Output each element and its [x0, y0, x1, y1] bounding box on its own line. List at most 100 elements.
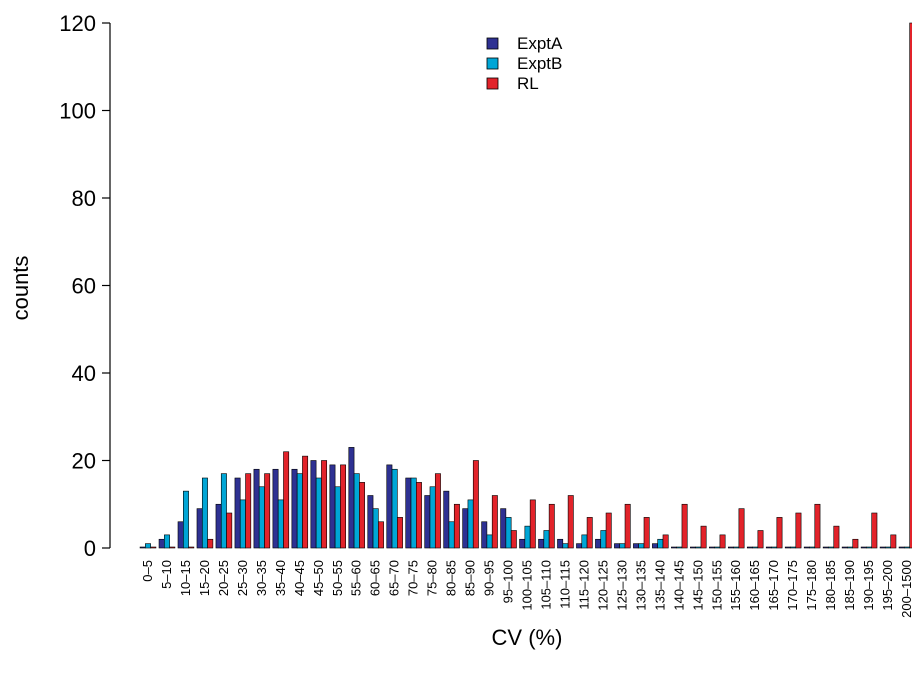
x-axis-title: CV (%)	[492, 625, 563, 650]
x-tick-label: 165–170	[766, 560, 781, 611]
x-tick-label: 80–85	[444, 560, 459, 596]
bar-expta	[215, 503, 222, 549]
x-tick-label: 90–95	[482, 560, 497, 596]
x-tick-labels: 0–5 5–10 10–15 15–20 20–25 25–30 30–35 35–40 40–…	[140, 560, 912, 618]
bar-expta	[708, 546, 715, 549]
y-tick-label: 20	[72, 449, 96, 474]
x-tick-label: 185–190	[842, 560, 857, 611]
bar-exptb	[714, 546, 721, 549]
bar-exptb	[239, 499, 246, 549]
bar-expta	[386, 464, 393, 549]
bar-expta	[671, 546, 677, 549]
y-tick-label: 0	[84, 536, 96, 561]
x-tick-label: 65–70	[387, 560, 402, 596]
bar-expta	[576, 543, 583, 549]
x-tick-label: 140–145	[671, 560, 686, 611]
bar-expta	[595, 538, 602, 549]
bar-rl	[681, 503, 688, 549]
bar-exptb	[391, 468, 398, 549]
legend-label: ExptB	[517, 54, 562, 73]
bar-rl	[871, 512, 878, 549]
x-tick-label: 155–160	[728, 560, 743, 611]
x-tick-label: 15–20	[197, 560, 212, 596]
bar-exptb	[448, 521, 455, 549]
bar-expta	[481, 521, 488, 549]
bar-exptb	[695, 546, 702, 549]
bar-expta	[614, 543, 621, 549]
bar-expta	[746, 546, 753, 549]
bar-exptb	[505, 517, 512, 549]
bar-rl	[188, 546, 195, 549]
bar-exptb	[676, 546, 683, 549]
y-tick-label: 40	[72, 361, 96, 386]
bar-rl	[434, 473, 441, 549]
bar-rl	[283, 451, 290, 549]
x-tick-label: 10–15	[178, 560, 193, 596]
bar-exptb	[657, 538, 664, 549]
bar-exptb	[885, 546, 891, 549]
bar-exptb	[315, 477, 322, 549]
bar-rl	[624, 503, 631, 549]
bar-rl	[605, 512, 612, 549]
bar-exptb	[562, 543, 569, 549]
bar-expta	[424, 495, 431, 549]
bar-expta	[803, 546, 810, 549]
x-tick-label: 175–180	[804, 560, 819, 611]
bar-rl	[321, 460, 328, 549]
bar-exptb	[372, 508, 379, 549]
bars	[139, 22, 912, 549]
bar-exptb	[619, 543, 626, 549]
bar-rl	[169, 546, 176, 549]
bar-expta	[196, 508, 203, 549]
bar-rl	[491, 495, 498, 549]
bar-rl	[548, 503, 555, 549]
x-tick-label: 160–165	[747, 560, 762, 611]
bar-expta	[291, 468, 298, 549]
bar-exptb	[600, 530, 607, 549]
y-tick-label: 60	[72, 274, 96, 299]
x-tick-label: 100–105	[520, 560, 535, 611]
bar-expta	[348, 447, 355, 549]
x-tick-label: 0–5	[140, 560, 155, 582]
bar-expta	[177, 521, 184, 549]
bar-rl	[890, 534, 897, 549]
bar-rl	[833, 525, 840, 549]
bar-exptb	[543, 530, 550, 549]
bar-expta	[860, 546, 867, 549]
bar-expta	[272, 468, 279, 549]
bar-exptb	[809, 546, 816, 549]
x-tick-label: 55–60	[349, 560, 364, 596]
legend-label: ExptA	[517, 34, 563, 53]
bar-expta	[367, 495, 374, 549]
bar-rl	[264, 473, 271, 549]
bar-expta	[557, 538, 564, 549]
bar-rl	[207, 538, 214, 549]
bar-rl	[795, 512, 802, 549]
bar-exptb	[733, 546, 740, 549]
x-tick-label: 180–185	[823, 560, 838, 611]
bar-exptb	[904, 546, 910, 549]
bar-exptb	[201, 477, 208, 549]
x-tick-label: 25–30	[235, 560, 250, 596]
x-tick-label: 170–175	[785, 560, 800, 611]
bar-expta	[538, 538, 545, 549]
bar-expta	[443, 490, 450, 549]
bar-expta	[234, 477, 241, 549]
bar-rl	[586, 517, 593, 549]
bar-expta	[158, 538, 165, 549]
bar-exptb	[258, 486, 265, 549]
bar-exptb	[771, 546, 778, 549]
x-tick-label: 70–75	[406, 560, 421, 596]
x-tick-label: 40–45	[292, 560, 307, 596]
bar-rl	[150, 546, 157, 549]
y-tick-label: 80	[72, 186, 96, 211]
bar-rl	[245, 473, 252, 549]
bar-rl	[359, 482, 365, 549]
bar-rl	[510, 530, 517, 549]
bar-exptb	[410, 477, 417, 549]
bar-expta	[462, 508, 469, 549]
bar-exptb	[220, 473, 227, 549]
x-tick-label: 125–130	[614, 560, 629, 611]
